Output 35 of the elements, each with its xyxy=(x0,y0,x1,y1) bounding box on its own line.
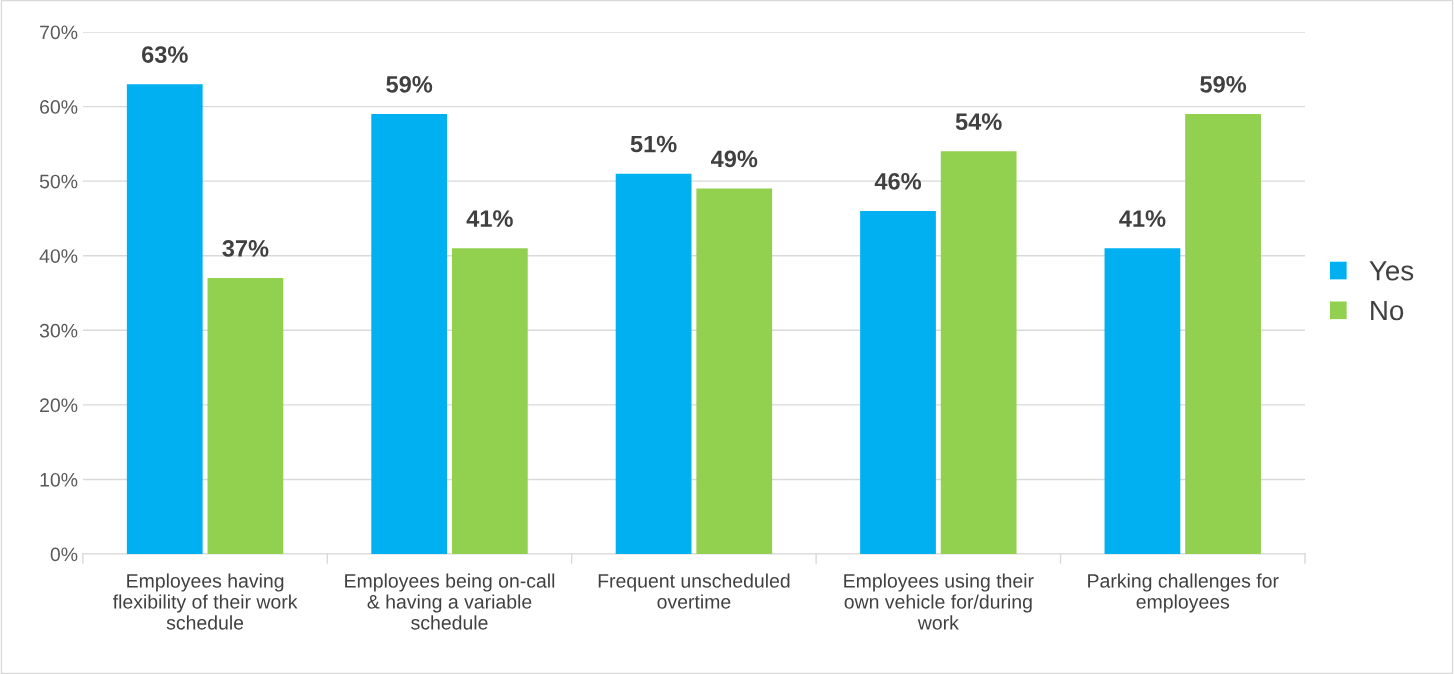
y-tick-label: 10% xyxy=(40,472,78,487)
bar xyxy=(615,173,692,555)
x-tick-label: Parking challenges for employees xyxy=(1088,573,1279,613)
y-tick-label: 70% xyxy=(40,25,78,40)
data-label: 49% xyxy=(710,150,758,168)
data-label: 51% xyxy=(630,135,677,153)
bar xyxy=(1104,248,1181,555)
legend-label: No xyxy=(1371,300,1404,321)
bar xyxy=(126,84,203,555)
y-tick-label: 20% xyxy=(40,398,78,413)
data-label: 59% xyxy=(1200,75,1247,93)
data-label: 37% xyxy=(222,240,269,257)
data-label: 46% xyxy=(874,172,922,190)
bar xyxy=(940,151,1017,555)
bar xyxy=(371,114,448,555)
bar xyxy=(207,278,284,555)
y-tick-label: 40% xyxy=(39,249,78,263)
x-tick-label: Employees being on-call & having a variable schedule xyxy=(345,573,555,630)
bar xyxy=(451,248,528,555)
y-tick-label: 30% xyxy=(39,323,78,338)
data-label: 63% xyxy=(141,46,188,63)
y-tick-label: 60% xyxy=(40,100,78,114)
y-tick-label: 50% xyxy=(39,174,78,189)
legend-label: Yes xyxy=(1369,261,1414,281)
x-tick-label: Employees having flexibility of their work schedule xyxy=(112,573,298,630)
y-tick-label: 0% xyxy=(50,547,78,562)
bar xyxy=(1185,114,1261,555)
data-label: 59% xyxy=(386,75,433,93)
bar xyxy=(696,188,773,555)
data-label: 41% xyxy=(466,210,513,227)
data-label: 41% xyxy=(1119,210,1166,227)
x-tick-label: Frequent unscheduled overtime xyxy=(598,573,790,609)
bar xyxy=(860,210,936,555)
x-tick-label: Employees using their own vehicle for/during work xyxy=(844,573,1034,630)
data-label: 54% xyxy=(955,113,1002,130)
